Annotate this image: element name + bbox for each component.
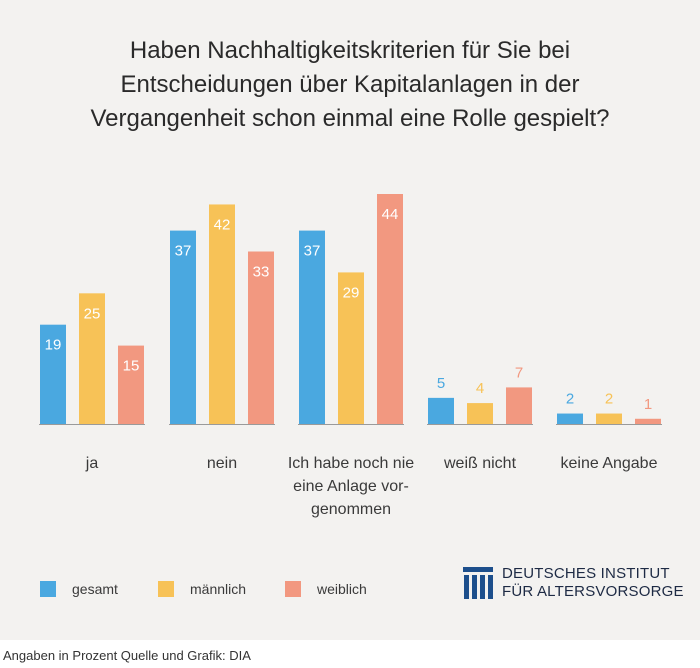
category-label-line: ja [85, 455, 99, 472]
source-note: Angaben in Prozent Quelle und Grafik: DI… [3, 648, 251, 663]
bar-chart: 19 25 15 37 42 33 37 29 44 5 4 7 2 2 1 [39, 194, 662, 425]
bar-ich-habe-noch-nie-eine-anlage-vorgenommen-gesamt [299, 230, 325, 424]
category-label-line: genommen [310, 501, 392, 518]
bar-keine-angabe-maennlich [596, 413, 622, 424]
legend-item-gesamt: gesamt [40, 578, 118, 600]
bar-weiss-nicht-weiblich [506, 387, 532, 424]
legend-label-gesamt: gesamt [72, 581, 118, 597]
dia-logo-text: DEUTSCHES INSTITUT FÜR ALTERSVORSORGE [502, 565, 684, 601]
logo-line-1: DEUTSCHES INSTITUT [502, 565, 670, 582]
value-label-nein-weiblich: 33 [253, 264, 270, 281]
bar-keine-angabe-gesamt [557, 413, 583, 424]
bar-ja-weiblich [118, 345, 144, 424]
category-label-line: keine Angabe [560, 455, 658, 472]
title-line-3: Vergangenheit schon einmal eine Rolle ge… [90, 105, 610, 132]
logo-line-2: FÜR ALTERSVORSORGE [502, 583, 684, 600]
bar-weiss-nicht-gesamt [428, 397, 454, 424]
chart-panel: Haben Nachhaltigkeitskriterien für Sie b… [0, 0, 700, 640]
value-label-ja-gesamt: 19 [45, 337, 62, 354]
value-label-weiss-nicht-maennlich: 4 [476, 380, 484, 397]
legend-label-maennlich: männlich [190, 581, 247, 597]
bar-ja-gesamt [40, 324, 66, 424]
value-label-keine-angabe-maennlich: 2 [605, 391, 613, 408]
legend-item-maennlich: männlich [158, 578, 246, 600]
legend-label-weiblich: weiblich [317, 581, 367, 597]
value-label-ich-habe-noch-nie-eine-anlage-vorgenommen-maennlich: 29 [343, 284, 360, 301]
value-label-weiss-nicht-gesamt: 5 [437, 375, 445, 392]
category-label-keine-angabe: keine Angabe [541, 452, 677, 475]
value-label-ja-maennlich: 25 [84, 305, 101, 322]
bar-nein-weiblich [248, 251, 274, 424]
legend-item-weiblich: weiblich [285, 578, 367, 600]
category-label-line: weiß nicht [443, 455, 517, 472]
category-label-line: eine Anlage vor- [293, 478, 409, 495]
bar-keine-angabe-weiblich [635, 418, 661, 424]
value-label-keine-angabe-gesamt: 2 [566, 391, 574, 408]
chart-title: Haben Nachhaltigkeitskriterien für Sie b… [40, 34, 660, 136]
bar-ich-habe-noch-nie-eine-anlage-vorgenommen-weiblich [377, 194, 403, 424]
bar-ich-habe-noch-nie-eine-anlage-vorgenommen-maennlich [338, 272, 364, 424]
value-label-ich-habe-noch-nie-eine-anlage-vorgenommen-gesamt: 37 [304, 243, 321, 260]
legend-swatch-maennlich [158, 581, 174, 597]
legend-swatch-weiblich [285, 581, 301, 597]
bar-nein-maennlich [209, 204, 235, 424]
bar-ja-maennlich [79, 293, 105, 424]
title-line-2: Entscheidungen über Kapitalanlagen in de… [120, 71, 580, 98]
dia-logo-icon [463, 567, 493, 599]
title-line-1: Haben Nachhaltigkeitskriterien für Sie b… [129, 37, 571, 64]
legend-swatch-gesamt [40, 581, 56, 597]
category-label-ja: ja [24, 452, 160, 475]
dia-logo: DEUTSCHES INSTITUT FÜR ALTERSVORSORGE [463, 565, 684, 601]
category-label-line: Ich habe noch nie [287, 455, 415, 472]
bar-nein-gesamt [170, 230, 196, 424]
value-label-weiss-nicht-weiblich: 7 [515, 364, 523, 381]
bar-weiss-nicht-maennlich [467, 403, 493, 424]
value-label-ja-weiblich: 15 [123, 358, 140, 375]
category-label-line: nein [206, 455, 238, 472]
category-label-nein: nein [154, 452, 290, 475]
value-label-keine-angabe-weiblich: 1 [644, 396, 652, 413]
value-label-nein-gesamt: 37 [175, 243, 192, 260]
category-label-weiss-nicht: weiß nicht [412, 452, 548, 475]
value-label-nein-maennlich: 42 [214, 216, 231, 233]
category-label-ich-habe-noch-nie-eine-anlage-vorgenommen: Ich habe noch nie eine Anlage vor-genomme… [283, 452, 419, 521]
value-label-ich-habe-noch-nie-eine-anlage-vorgenommen-weiblich: 44 [382, 206, 399, 223]
